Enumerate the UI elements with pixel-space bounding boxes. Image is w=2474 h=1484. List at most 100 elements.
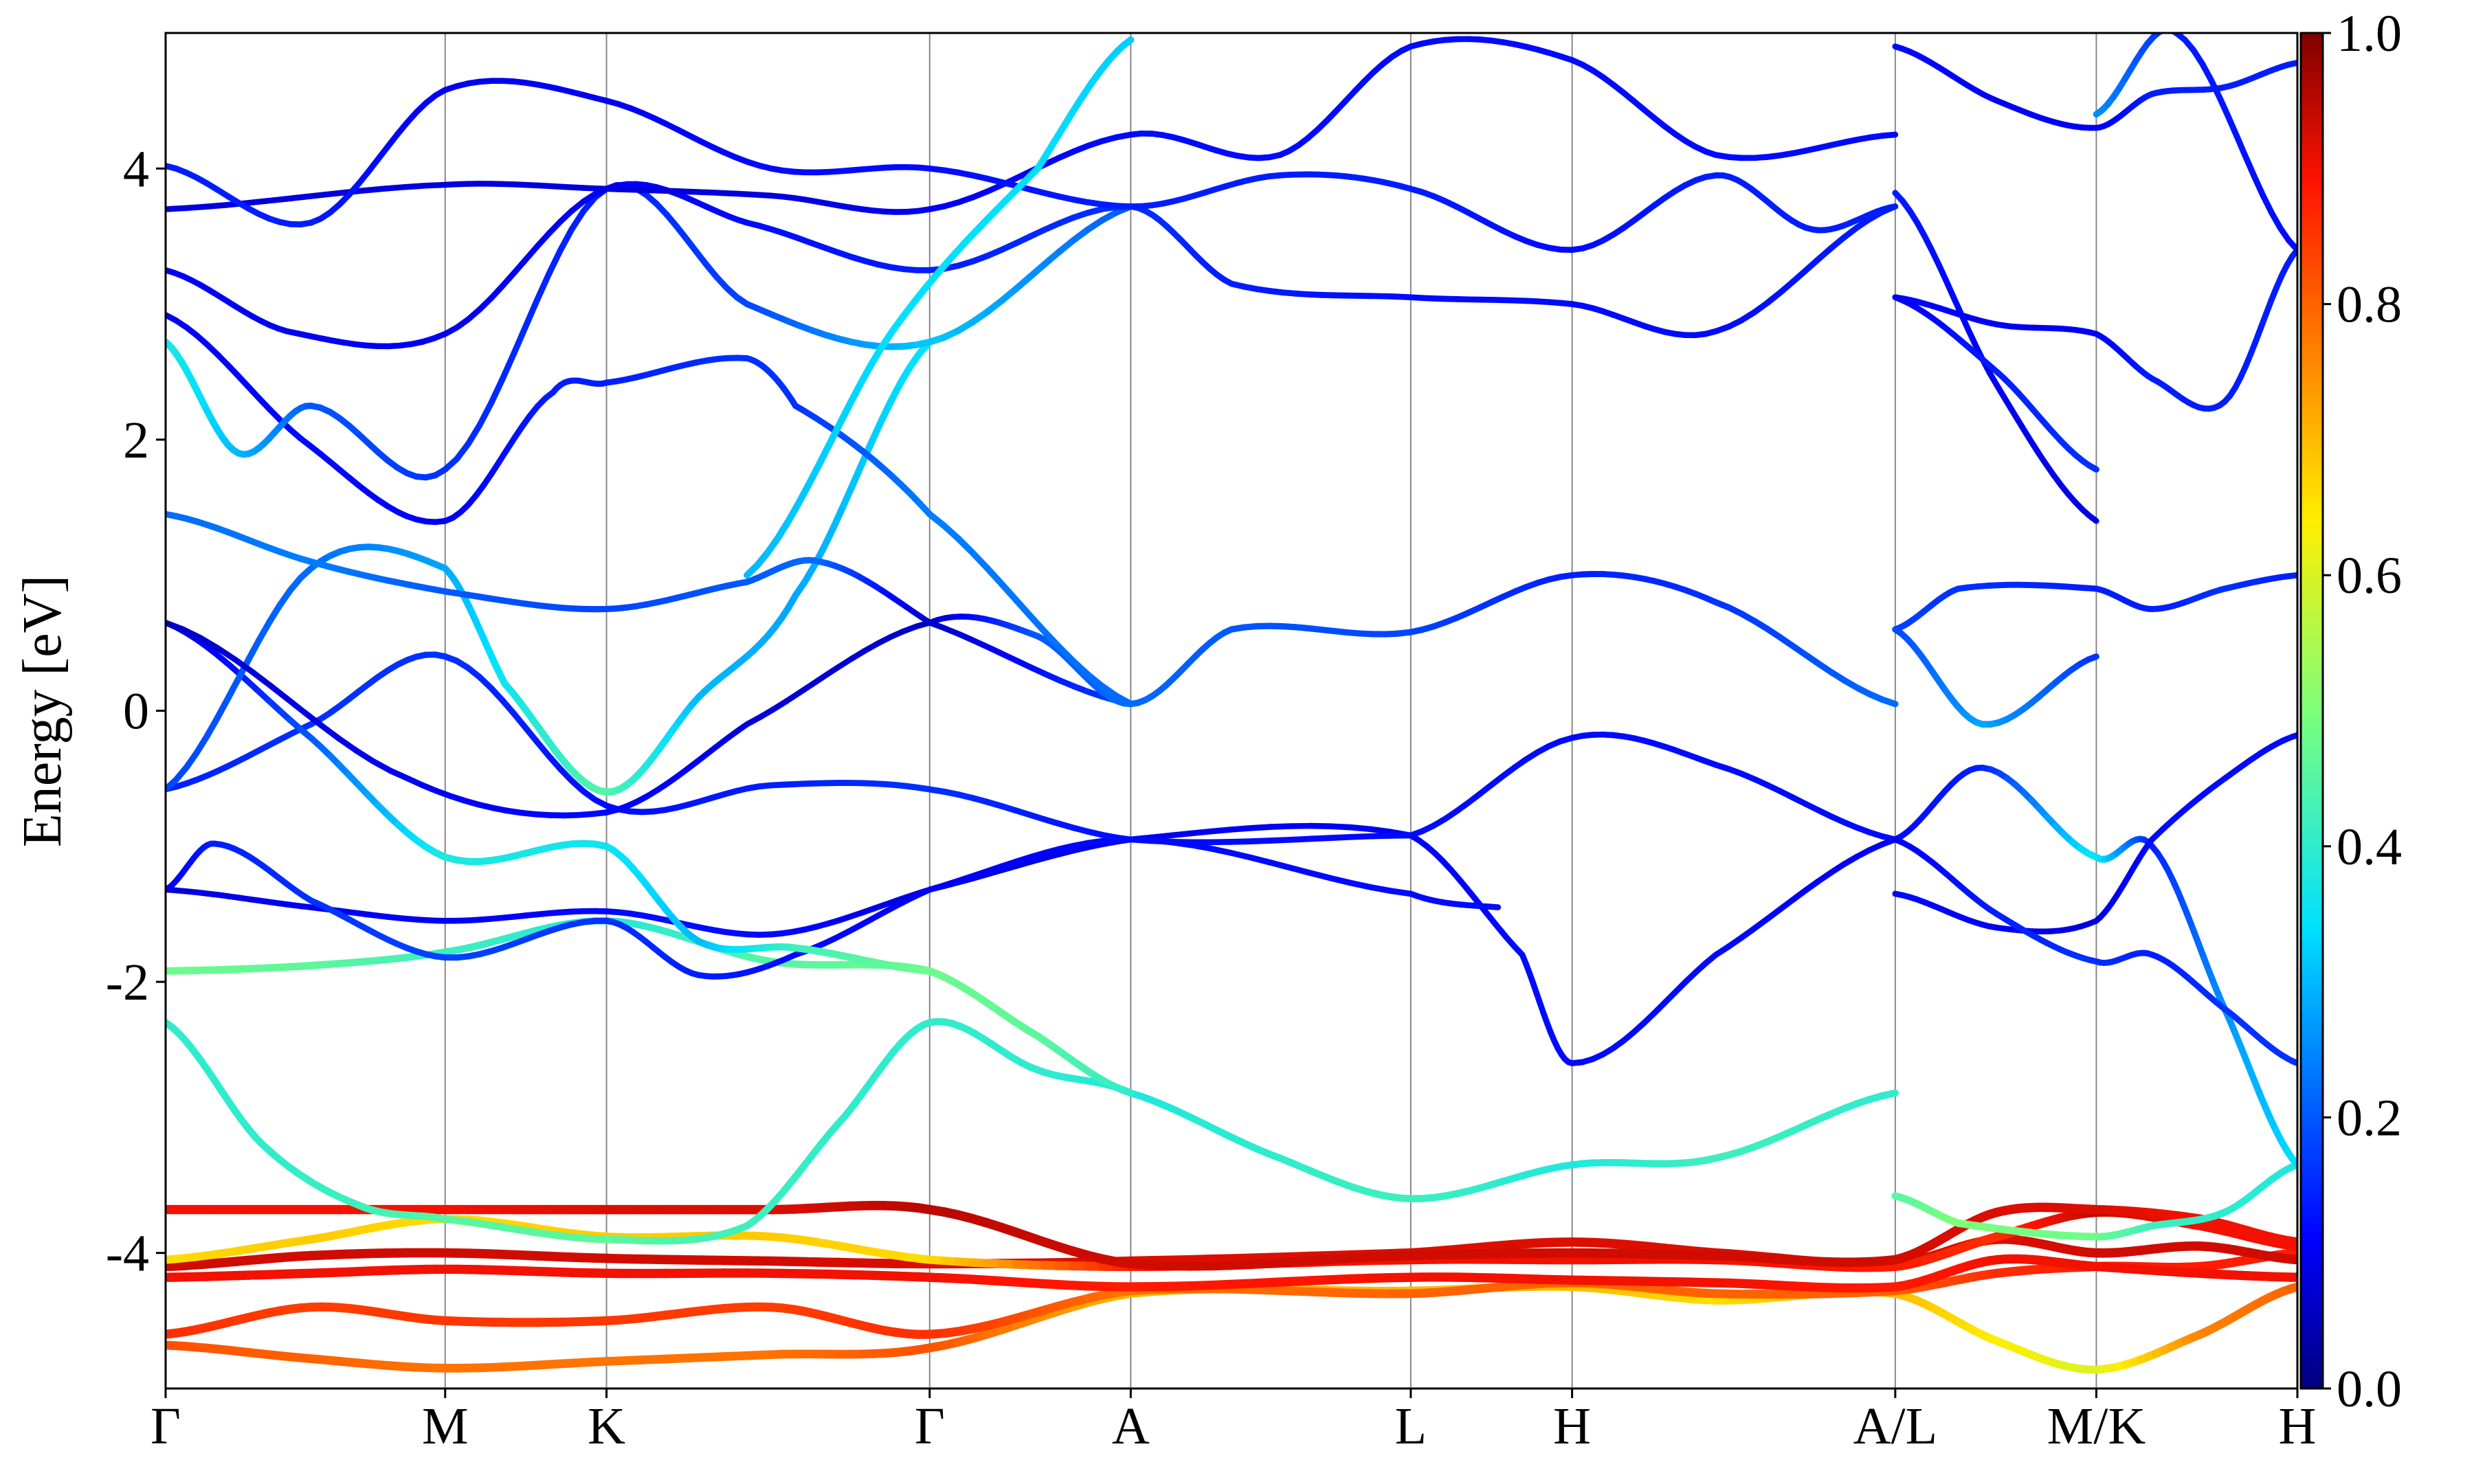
band-segment bbox=[476, 399, 495, 428]
band-segment bbox=[785, 499, 803, 525]
band-segment bbox=[1113, 693, 1135, 708]
band-segment bbox=[2216, 94, 2231, 120]
band-segment bbox=[1348, 824, 1374, 833]
band-segment bbox=[511, 322, 529, 356]
band-segment bbox=[1188, 842, 1214, 852]
band-segment bbox=[1207, 827, 1234, 835]
band bbox=[166, 1018, 1899, 1245]
band-segment bbox=[1227, 849, 1254, 861]
band-segment bbox=[1348, 879, 1374, 890]
band bbox=[166, 181, 1135, 481]
band-segment bbox=[302, 191, 328, 200]
band-segment bbox=[249, 668, 273, 688]
x-tick-label: L bbox=[1395, 1397, 1427, 1455]
band-segment bbox=[382, 183, 408, 192]
band-segment bbox=[1368, 884, 1394, 895]
x-tick-label: K bbox=[588, 1397, 625, 1455]
band-segment bbox=[370, 758, 394, 774]
band-segment bbox=[2286, 1248, 2297, 1259]
band-segment bbox=[1879, 696, 1899, 708]
band-segment bbox=[318, 722, 342, 741]
band-segment bbox=[245, 636, 263, 663]
band-segment bbox=[1267, 859, 1294, 871]
band-segment bbox=[1207, 845, 1234, 856]
high-symmetry-lines bbox=[444, 33, 2097, 1389]
band-segment bbox=[2086, 462, 2099, 473]
band-lines bbox=[166, 33, 2297, 1374]
band-segment bbox=[1168, 830, 1194, 839]
band-segment bbox=[840, 480, 857, 510]
plot-frame bbox=[164, 32, 2299, 1390]
band-segment bbox=[998, 581, 1019, 603]
band bbox=[166, 620, 934, 975]
band-segment bbox=[214, 644, 238, 662]
y-tick-label: 4 bbox=[123, 140, 149, 198]
y-tick-label: -4 bbox=[106, 1225, 149, 1283]
band bbox=[166, 1200, 2297, 1271]
band-segment bbox=[1188, 828, 1214, 837]
y-axis-ticks: 4 2 0 -2 -4 bbox=[106, 140, 166, 1283]
band-segment bbox=[242, 198, 269, 206]
band-segment bbox=[1041, 628, 1062, 651]
band bbox=[2093, 33, 2297, 254]
x-tick-label: Γ bbox=[151, 1397, 181, 1455]
band-segment bbox=[500, 349, 517, 382]
band bbox=[1892, 247, 2297, 412]
band-segment bbox=[1247, 837, 1274, 844]
band bbox=[1892, 626, 2099, 728]
band-segment bbox=[1878, 1089, 1899, 1100]
band bbox=[166, 338, 933, 796]
band-segment bbox=[511, 711, 529, 732]
band bbox=[166, 1254, 2297, 1293]
band-segment bbox=[335, 735, 359, 754]
x-tick-label: H bbox=[1553, 1397, 1591, 1455]
band-segment bbox=[1368, 833, 1394, 840]
band bbox=[166, 822, 1899, 1066]
band-segment bbox=[197, 635, 221, 651]
band-segment bbox=[534, 271, 553, 303]
band-segment bbox=[969, 550, 991, 572]
band-segment bbox=[878, 396, 895, 424]
band bbox=[744, 36, 1135, 579]
band-segment bbox=[557, 225, 575, 254]
band-segment bbox=[256, 618, 273, 644]
colorbar-tick-label: 1.0 bbox=[2337, 5, 2402, 63]
x-tick-label: A/L bbox=[1853, 1397, 1937, 1455]
band-segment bbox=[182, 203, 209, 212]
band-segment bbox=[214, 695, 232, 721]
band bbox=[1892, 732, 2297, 935]
band-segment bbox=[1120, 36, 1135, 49]
x-tick-label: H bbox=[2279, 1397, 2317, 1455]
band-segment bbox=[1328, 823, 1354, 831]
band-segment bbox=[2085, 653, 2099, 663]
band bbox=[166, 651, 1414, 846]
band-segment bbox=[1287, 864, 1314, 877]
band-segment bbox=[1070, 657, 1091, 678]
band-segment bbox=[1148, 832, 1174, 841]
band-segment bbox=[2150, 33, 2163, 41]
band-segment bbox=[2286, 1254, 2297, 1265]
colorbar-tick-label: 0.6 bbox=[2337, 547, 2402, 605]
x-tick-label: A bbox=[1112, 1397, 1150, 1455]
x-axis-ticks: Γ M K Γ A L H A/L M/K H bbox=[151, 1389, 2316, 1455]
band bbox=[1892, 836, 2297, 1066]
band bbox=[166, 312, 1135, 708]
band bbox=[1892, 294, 2099, 473]
band-segment bbox=[1287, 835, 1314, 843]
band-segment bbox=[282, 194, 309, 202]
band-segment bbox=[522, 725, 541, 745]
band-segment bbox=[1886, 203, 1899, 211]
band-segment bbox=[284, 695, 307, 715]
colorbar-ticks: 0.0 0.2 0.4 0.6 0.8 1.0 bbox=[2323, 5, 2402, 1418]
band-segment bbox=[1348, 833, 1374, 840]
band-segment bbox=[795, 480, 813, 506]
band-segment bbox=[2260, 192, 2275, 216]
band-segment bbox=[1388, 888, 1414, 897]
band-segment bbox=[1307, 835, 1334, 842]
x-tick-label: Γ bbox=[915, 1397, 945, 1455]
y-tick-label: -2 bbox=[106, 954, 149, 1011]
band-segment bbox=[1879, 131, 1899, 139]
band-segment bbox=[266, 682, 290, 701]
x-tick-label: M/K bbox=[2047, 1397, 2146, 1455]
band-segment bbox=[1056, 643, 1077, 665]
